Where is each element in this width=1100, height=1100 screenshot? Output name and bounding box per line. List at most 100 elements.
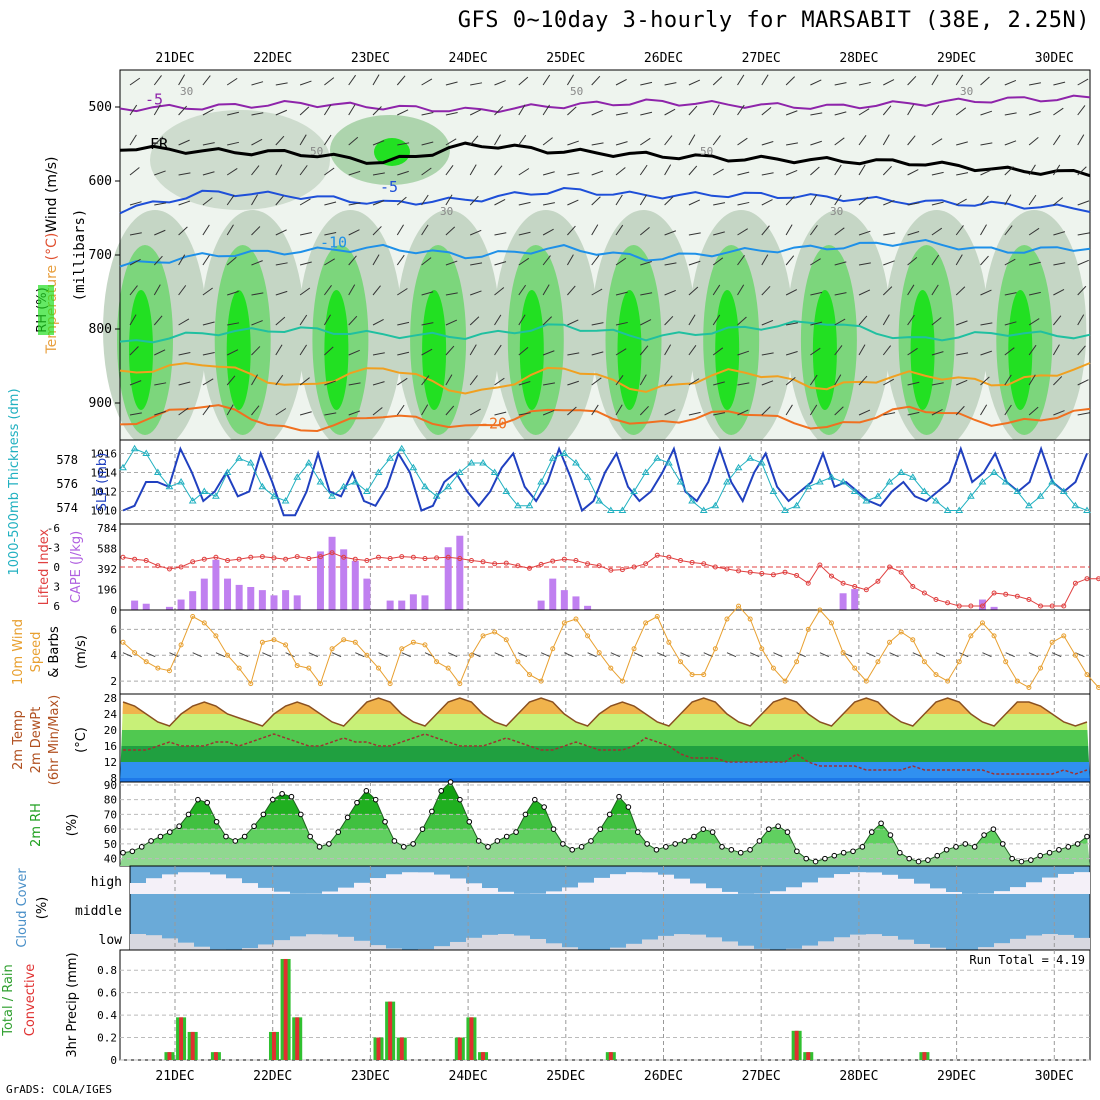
wind-barb bbox=[299, 377, 310, 386]
thickness-point bbox=[885, 478, 894, 485]
wind-speed-point bbox=[573, 616, 579, 622]
slp-tick-label: 1014 bbox=[91, 467, 118, 480]
contour-label: FR bbox=[150, 135, 169, 153]
date-label-top: 23DEC bbox=[351, 51, 390, 66]
cloud-high-bar bbox=[1026, 882, 1042, 894]
wind-barb bbox=[956, 352, 969, 356]
wind-barb bbox=[931, 351, 944, 356]
wind-barb bbox=[591, 196, 601, 206]
wind-barb bbox=[567, 285, 576, 296]
wind-barb bbox=[154, 170, 166, 176]
wind-barb bbox=[518, 257, 530, 266]
rh-point bbox=[822, 855, 828, 862]
lifted-index-point bbox=[689, 559, 695, 565]
wind-barb bbox=[688, 79, 701, 86]
wind-barb bbox=[421, 322, 434, 326]
thickness-point bbox=[479, 459, 487, 466]
wind-barb bbox=[610, 652, 621, 658]
wind-barb bbox=[640, 81, 653, 86]
wind-barb bbox=[737, 254, 745, 266]
wind-barb bbox=[712, 314, 721, 326]
wind-barb bbox=[275, 344, 283, 356]
wind-barb bbox=[285, 652, 295, 658]
cloud-high-bar bbox=[658, 874, 674, 894]
rh-zone bbox=[812, 290, 837, 410]
wind-barb bbox=[955, 405, 965, 416]
wind-barb bbox=[262, 652, 272, 658]
wind-barb bbox=[640, 111, 653, 116]
lifted-index-point bbox=[852, 584, 858, 589]
rh-point bbox=[1037, 852, 1044, 859]
wind-barb bbox=[639, 405, 649, 416]
wind-barb bbox=[1004, 166, 1014, 176]
wind-barb bbox=[591, 170, 604, 176]
rh-point bbox=[644, 841, 650, 847]
wind-barb bbox=[664, 344, 672, 356]
wind-barb bbox=[470, 290, 482, 296]
wind-barb bbox=[202, 287, 213, 296]
thickness-point bbox=[1071, 501, 1080, 509]
wind-barb bbox=[712, 284, 721, 296]
rh-point bbox=[241, 833, 248, 840]
wind-speed-point bbox=[399, 646, 405, 652]
cloud-low-bar bbox=[610, 947, 626, 950]
cape-bar bbox=[282, 590, 290, 610]
thickness-point bbox=[618, 506, 627, 513]
cloud-high-bar bbox=[706, 888, 722, 894]
wind-barb bbox=[858, 315, 868, 326]
wind-barb bbox=[348, 104, 356, 116]
wind-barb bbox=[980, 404, 988, 416]
lifted-index-point bbox=[979, 603, 985, 609]
rh-point bbox=[391, 838, 398, 844]
wind-barb bbox=[786, 142, 799, 146]
li-tick-label: 0 bbox=[53, 561, 60, 574]
thickness-point bbox=[827, 473, 836, 480]
wind-speed-point bbox=[863, 678, 869, 684]
wind-barb bbox=[615, 78, 627, 86]
rh-tick-label: 40 bbox=[104, 853, 117, 866]
lifted-index-point bbox=[596, 563, 602, 569]
wind-barb bbox=[567, 225, 576, 236]
wind-barb bbox=[178, 139, 190, 146]
cape-bar bbox=[444, 547, 452, 610]
lifted-index-point bbox=[910, 584, 916, 589]
wind-barb bbox=[834, 374, 842, 386]
rh-point bbox=[532, 796, 538, 803]
wind-barb bbox=[639, 226, 650, 236]
date-label-bottom: 28DEC bbox=[839, 1069, 878, 1084]
rh-point bbox=[232, 838, 239, 844]
wind-barb bbox=[834, 137, 845, 146]
lifted-index-point bbox=[236, 556, 242, 562]
precip-ylabel: Convective bbox=[23, 964, 38, 1037]
thickness-point bbox=[374, 468, 383, 475]
wind-barb bbox=[785, 351, 798, 356]
wind-barb bbox=[226, 194, 235, 206]
cape-bar bbox=[258, 590, 266, 610]
cape-bar bbox=[409, 594, 417, 610]
wind-barb bbox=[883, 79, 895, 86]
wind-barb bbox=[615, 321, 628, 326]
wind-barb bbox=[202, 197, 213, 206]
wind-barb bbox=[882, 286, 893, 296]
wind-barb bbox=[858, 196, 869, 206]
wind-barb bbox=[470, 262, 483, 266]
wind-barb bbox=[153, 255, 163, 266]
lifted-index-point bbox=[259, 554, 265, 560]
rh-zone bbox=[226, 290, 251, 410]
date-label-bottom: 29DEC bbox=[937, 1069, 976, 1084]
date-label-bottom: 24DEC bbox=[449, 1069, 488, 1084]
precip-tick-label: 0.8 bbox=[97, 964, 117, 977]
wind-speed-point bbox=[271, 637, 277, 643]
rh-point bbox=[1084, 833, 1090, 840]
wind-barb bbox=[421, 375, 430, 386]
cape-bar bbox=[398, 600, 406, 610]
wind-barb bbox=[202, 108, 214, 116]
wind-barb bbox=[737, 316, 747, 326]
precip-convective-bar bbox=[469, 1017, 474, 1060]
wind-barb bbox=[1077, 166, 1087, 176]
wind-barb bbox=[761, 285, 771, 296]
rh-legend-swatch bbox=[38, 285, 54, 335]
wind-barb bbox=[154, 349, 166, 356]
rh-point bbox=[344, 814, 351, 821]
lifted-index-point bbox=[434, 555, 440, 561]
